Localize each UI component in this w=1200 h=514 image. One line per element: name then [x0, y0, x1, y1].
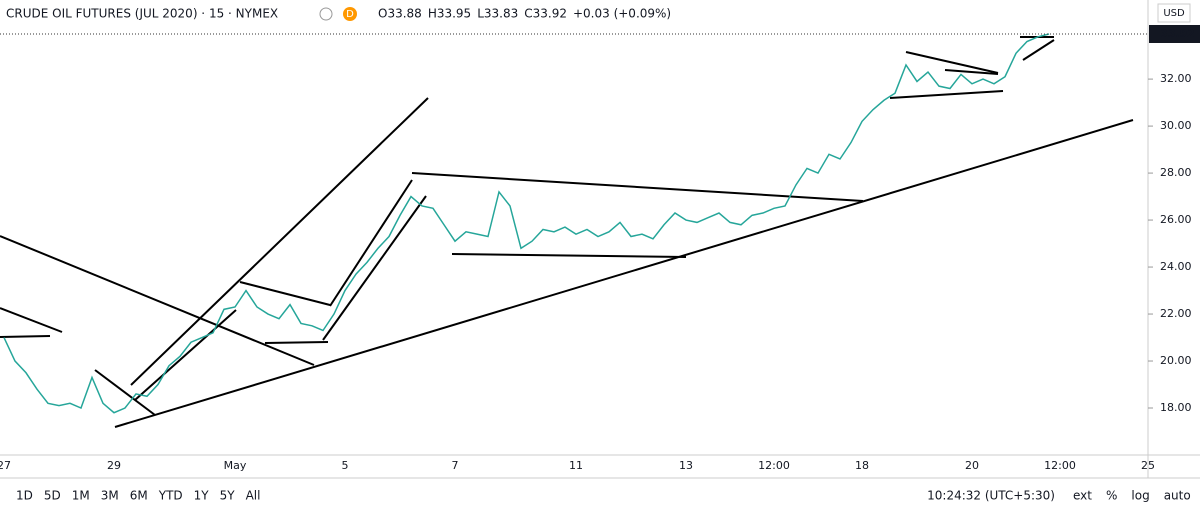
y-tick-label: 24.00	[1160, 260, 1192, 273]
x-tick-label: 11	[569, 459, 583, 472]
x-tick-label: 29	[107, 459, 121, 472]
y-tick-label: 20.00	[1160, 354, 1192, 367]
ohlc-legend: O33.88 H33.95 L33.83 C33.92 +0.03 (+0.09%)	[378, 7, 671, 21]
range-button[interactable]: 1D	[16, 489, 33, 503]
y-tick-label: 30.00	[1160, 119, 1192, 132]
y-tick-label: 26.00	[1160, 213, 1192, 226]
currency-box	[1157, 3, 1191, 23]
x-tick-label: 18	[855, 459, 869, 472]
drawings	[0, 36, 1134, 428]
option-button[interactable]: ext	[1073, 489, 1092, 503]
ohlc-value: +0.03 (+0.09%)	[573, 7, 671, 21]
clock: 10:24:32 (UTC+5:30)	[927, 489, 1055, 503]
option-button[interactable]: log	[1131, 489, 1149, 503]
badge-bg	[343, 7, 357, 21]
trend-line	[134, 309, 237, 401]
ohlc-value: L33.83	[477, 7, 518, 21]
range-button[interactable]: All	[246, 489, 261, 503]
range-button[interactable]: 1M	[72, 489, 90, 503]
trend-line	[0, 335, 51, 338]
trend-line	[905, 51, 999, 74]
last-price-label: 33.92	[1160, 27, 1195, 40]
eye-icon[interactable]	[319, 7, 333, 21]
trend-line	[264, 341, 329, 344]
x-tick-label: 13	[679, 459, 693, 472]
trend-line	[411, 172, 864, 202]
y-tick-label: 22.00	[1160, 307, 1192, 320]
trend-line	[130, 97, 429, 386]
trend-line	[0, 235, 315, 366]
trend-line	[889, 90, 1004, 99]
range-button[interactable]: 3M	[101, 489, 119, 503]
option-button[interactable]: auto	[1164, 489, 1191, 503]
trend-line	[114, 119, 1134, 428]
trend-line	[329, 179, 413, 307]
option-button[interactable]: %	[1106, 489, 1117, 503]
trend-line	[1022, 39, 1055, 61]
x-tick-label: 7	[452, 459, 459, 472]
x-tick-label: 25	[1141, 459, 1155, 472]
trend-line	[0, 307, 63, 333]
ohlc-value: O33.88	[378, 7, 422, 21]
trend-line	[94, 369, 156, 416]
chart-title: CRUDE OIL FUTURES (JUL 2020) · 15 · NYME…	[6, 7, 278, 21]
last-price-box	[1149, 24, 1200, 43]
range-button[interactable]: YTD	[158, 489, 183, 503]
trend-line	[451, 253, 687, 258]
range-button[interactable]: 6M	[130, 489, 148, 503]
ohlc-value: C33.92	[524, 7, 567, 21]
range-button[interactable]: 5D	[44, 489, 61, 503]
x-tick-label: 5	[342, 459, 349, 472]
x-tick-label: May	[224, 459, 247, 472]
x-tick-label: 27	[0, 459, 11, 472]
toolbar: 1D 5D 1M 3M 6M YTD 1Y 5Y All 10:24:32 (UTC+5:30) e…	[16, 489, 1191, 503]
price-line	[3, 33, 1050, 414]
y-tick-label: 28.00	[1160, 166, 1192, 179]
currency: USD	[1163, 8, 1185, 19]
x-tick-label: 20	[965, 459, 979, 472]
trend-line	[239, 281, 331, 306]
badge: D	[346, 9, 354, 20]
y-tick-label: 32.00	[1160, 72, 1192, 85]
trend-line	[322, 195, 427, 341]
range-button[interactable]: 1Y	[194, 489, 210, 503]
x-tick-label: 12:00	[758, 459, 790, 472]
y-tick-label: 18.00	[1160, 401, 1192, 414]
ohlc-value: H33.95	[428, 7, 471, 21]
x-tick-label: 12:00	[1044, 459, 1076, 472]
trend-line	[944, 69, 999, 75]
range-button[interactable]: 5Y	[220, 489, 236, 503]
